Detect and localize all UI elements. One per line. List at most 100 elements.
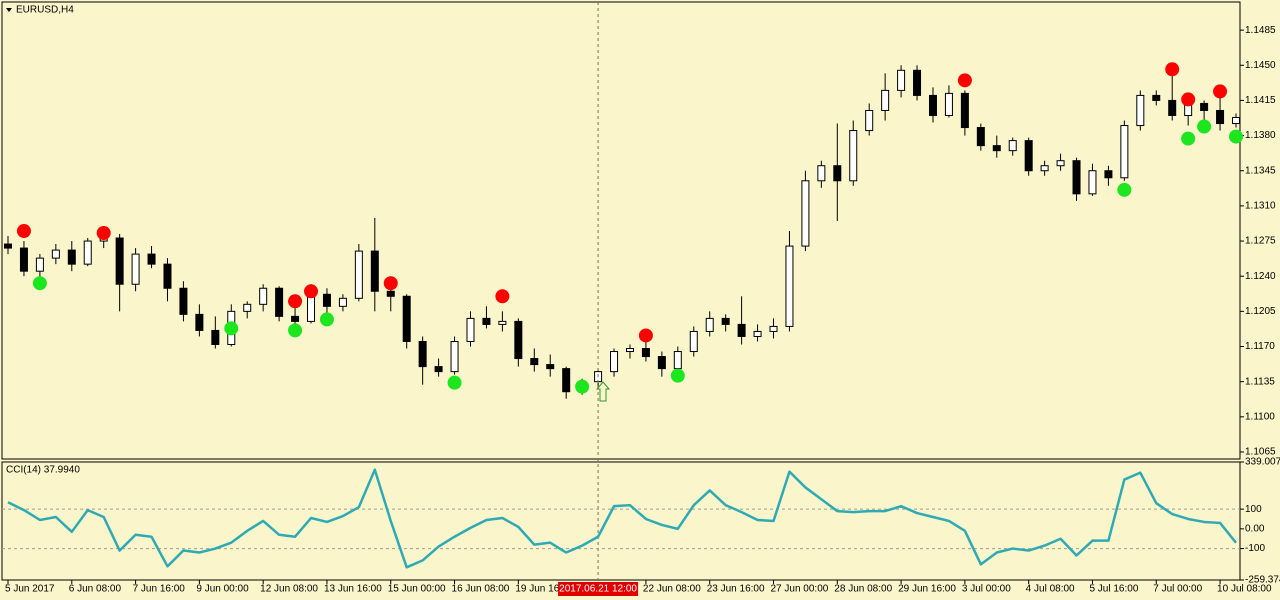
candle-body <box>721 317 730 325</box>
candle-body <box>370 250 379 292</box>
signal-dot <box>447 375 462 390</box>
candle-body <box>131 253 140 285</box>
candle-body <box>769 325 778 332</box>
buy-arrow <box>595 381 611 402</box>
signal-dot <box>1165 62 1180 77</box>
candle-body <box>849 130 858 182</box>
y-tick-label: 1.1065 <box>1245 447 1276 458</box>
signal-dot <box>319 312 334 327</box>
candle-body <box>1056 160 1065 167</box>
candle-body <box>514 320 523 360</box>
signal-dot <box>1197 119 1212 134</box>
candle-body <box>307 293 316 322</box>
signal-dot <box>638 328 653 343</box>
candle-body <box>641 348 650 358</box>
x-tick-label: 12 Jun 08:00 <box>260 584 318 595</box>
candle-body <box>737 323 746 337</box>
signal-dot <box>1229 129 1243 144</box>
cci-pane <box>1 461 1241 581</box>
candle-body <box>466 317 475 342</box>
candle-body <box>1216 109 1225 125</box>
signal-dot <box>670 368 685 383</box>
candle-body <box>1072 160 1081 195</box>
signal-dot <box>1117 182 1132 197</box>
x-tick-label: 5 Jul 16:00 <box>1089 584 1138 595</box>
y-tick-label: 1.1100 <box>1245 411 1275 422</box>
menu-triangle[interactable] <box>6 8 12 12</box>
candle-body <box>881 89 890 111</box>
signal-dot <box>495 289 510 304</box>
candle-body <box>434 366 443 373</box>
candle-body <box>195 313 204 331</box>
x-tick-label: 28 Jun 08:00 <box>834 584 892 595</box>
candle-body <box>147 253 156 265</box>
y-tick-label: 1.1170 <box>1245 341 1275 352</box>
candle-body <box>1152 94 1161 101</box>
candle-body <box>801 180 810 247</box>
signal-dot <box>575 379 590 394</box>
candle-body <box>291 315 300 322</box>
cci-line <box>7 468 1237 569</box>
x-tick-label: 9 Jun 00:00 <box>196 584 249 595</box>
signal-dot <box>16 224 31 239</box>
x-tick-label: 6 Jun 08:00 <box>69 584 122 595</box>
y-tick-label: 1.1380 <box>1245 130 1276 141</box>
candle-body <box>897 69 906 91</box>
candle-body <box>51 249 60 259</box>
signal-dot <box>288 323 303 338</box>
y-tick-label: 1.1310 <box>1245 201 1276 212</box>
x-tick-label: 13 Jun 16:00 <box>324 584 382 595</box>
candle-body <box>833 165 842 182</box>
signal-dot <box>1213 84 1228 99</box>
candle-body <box>546 364 555 370</box>
y-tick-label: 1.1205 <box>1245 306 1276 317</box>
x-tick-label: 23 Jun 16:00 <box>707 584 765 595</box>
candle-body <box>928 94 937 116</box>
candle-body <box>386 290 395 297</box>
candle-body <box>402 295 411 342</box>
candle-body <box>259 287 268 305</box>
signal-dot <box>32 276 47 291</box>
candle-body <box>1088 170 1097 195</box>
candle-body <box>322 293 331 307</box>
y-tick-label: 1.1275 <box>1245 236 1276 247</box>
candle-body <box>498 320 507 325</box>
candle-body <box>338 297 347 307</box>
candle-body <box>625 348 634 353</box>
candle-body <box>450 340 459 373</box>
y-tick-label: 1.1135 <box>1245 376 1275 387</box>
x-tick-label: 27 Jun 00:00 <box>771 584 829 595</box>
x-tick-label: 15 Jun 00:00 <box>388 584 446 595</box>
candle-body <box>1200 102 1209 111</box>
candle-body <box>976 127 985 147</box>
signal-dot <box>383 276 398 291</box>
candle-body <box>865 109 874 132</box>
candle-body <box>482 317 491 325</box>
candle-body <box>1008 140 1017 152</box>
x-tick-label: 19 Jun 16:00 <box>515 584 573 595</box>
candle-body <box>673 351 682 370</box>
candle-body <box>530 358 539 366</box>
chart-title: EURUSD,H4 <box>16 5 74 16</box>
candle-body <box>163 263 172 289</box>
candle-body <box>1120 125 1129 179</box>
candle-body <box>960 92 969 129</box>
candle-body <box>275 287 284 317</box>
candle-body <box>67 249 76 265</box>
candle-body <box>785 245 794 327</box>
x-tick-label: 5 Jun 2017 <box>5 584 55 595</box>
x-tick-label: 3 Jul 00:00 <box>962 584 1011 595</box>
candle-body <box>1136 94 1145 127</box>
x-tick-label: 10 Jul 08:00 <box>1217 584 1272 595</box>
y-tick-label: 339.0075 <box>1245 457 1280 468</box>
candle-body <box>83 240 92 265</box>
candle-body <box>35 257 44 272</box>
signal-dot <box>288 294 303 309</box>
y-tick-label: 1.1345 <box>1245 165 1276 176</box>
candle-body <box>211 329 220 345</box>
x-tick-label: 16 Jun 08:00 <box>452 584 510 595</box>
candle-body <box>19 247 28 272</box>
